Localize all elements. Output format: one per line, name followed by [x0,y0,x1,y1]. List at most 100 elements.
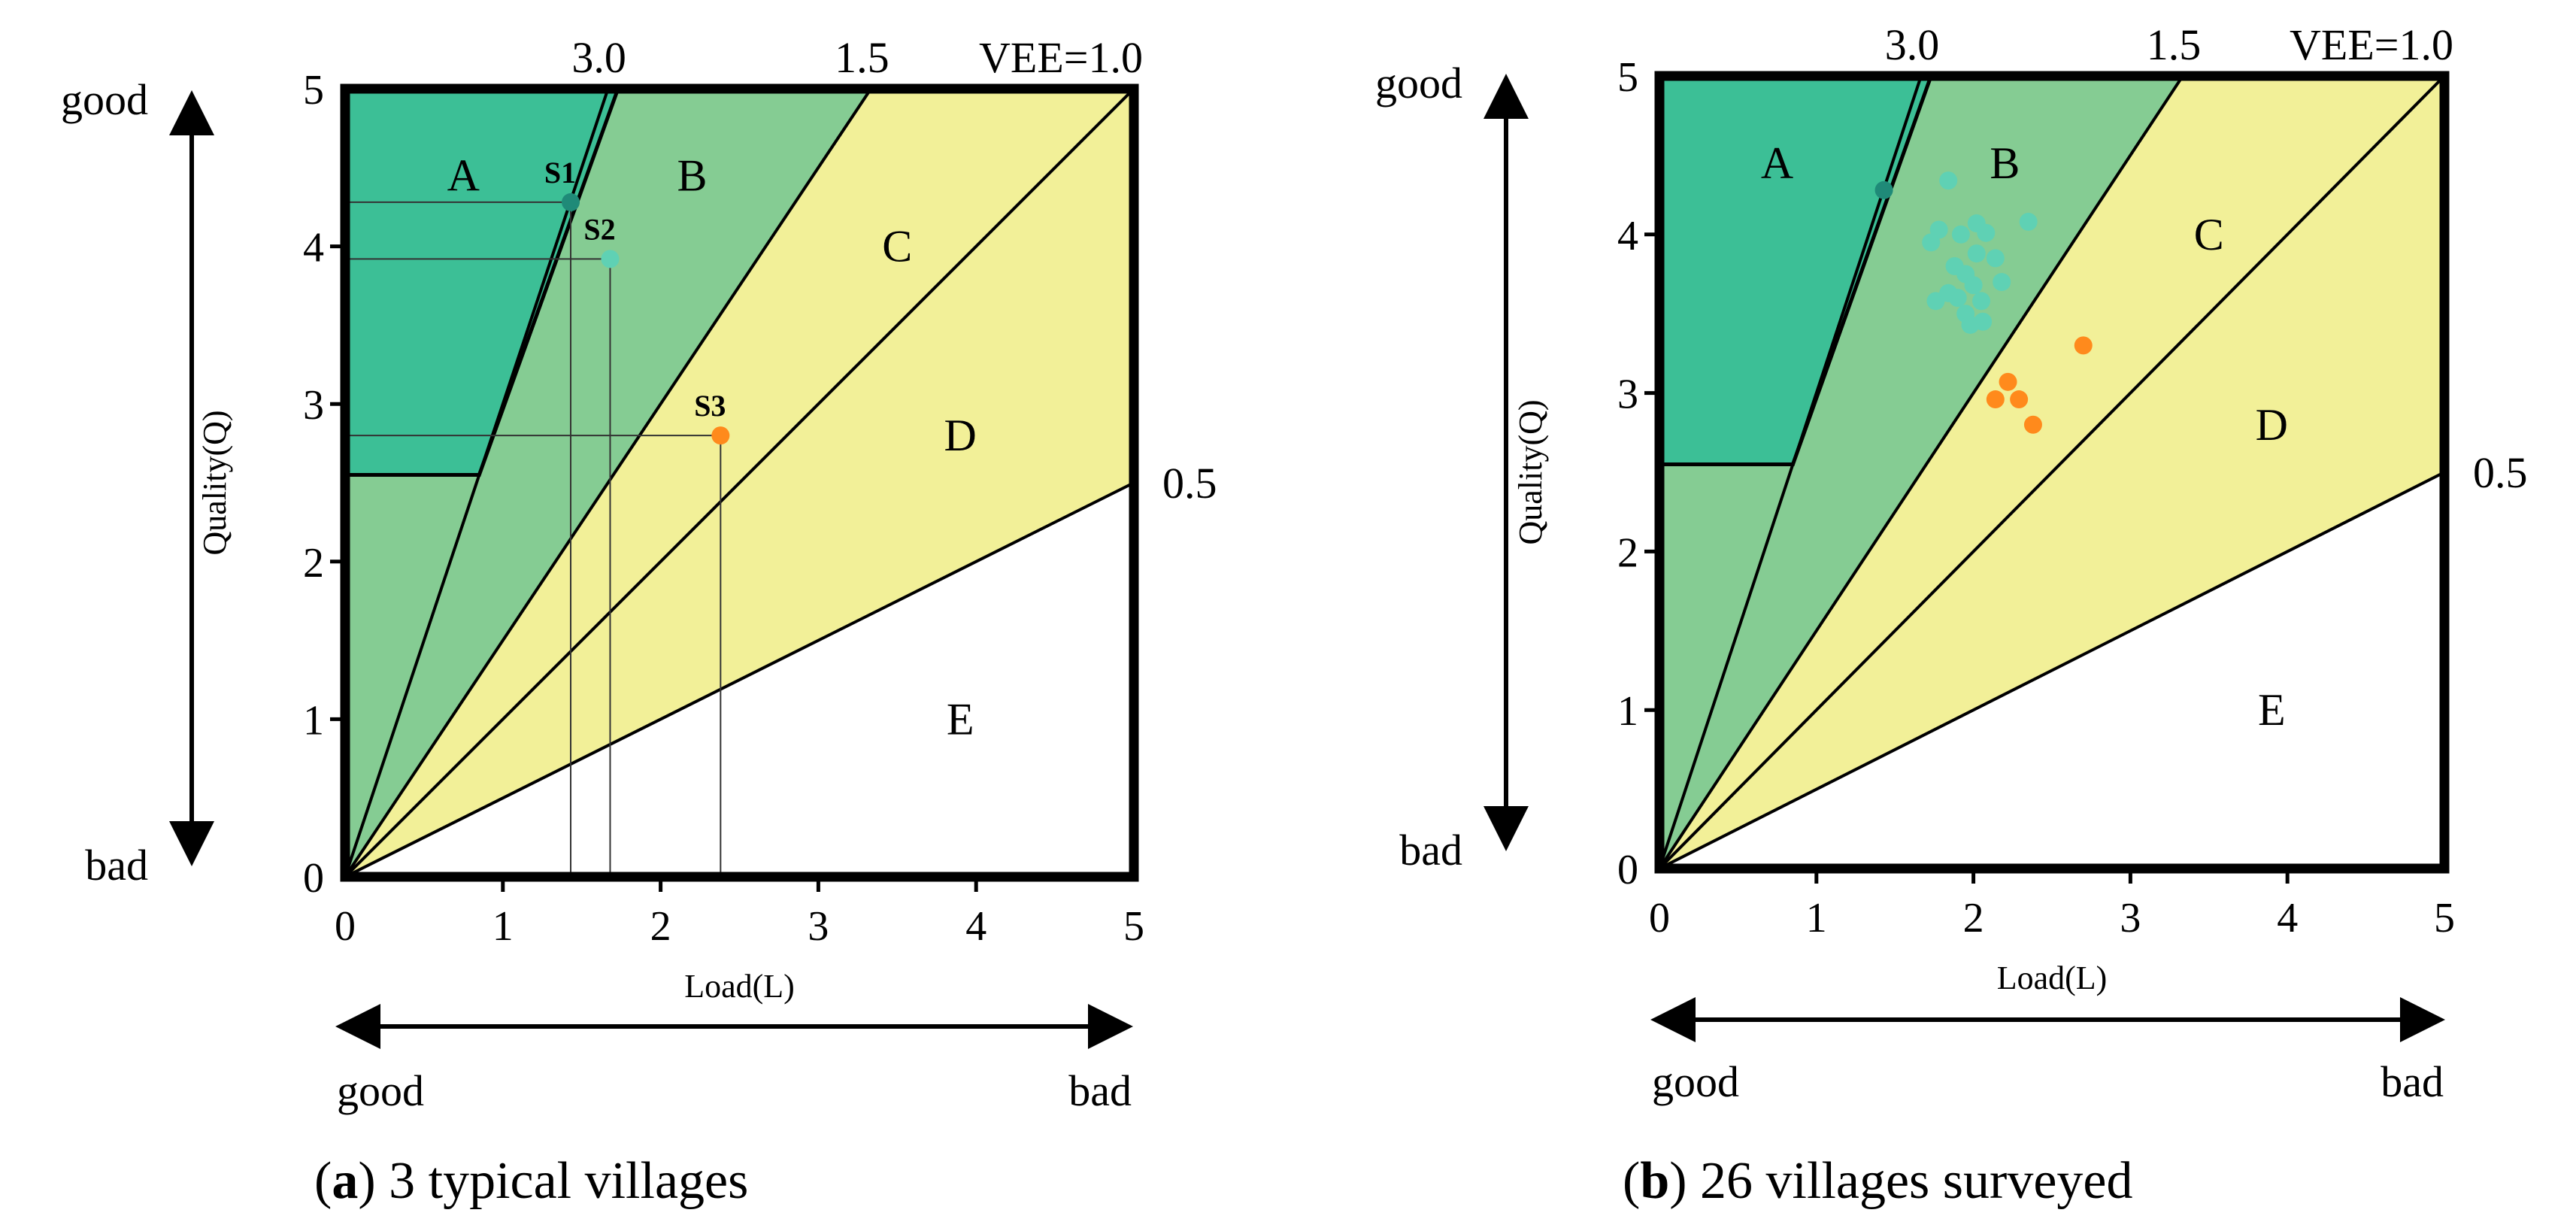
zone-label-c: C [2194,210,2224,259]
y-bad-label: bad [85,841,148,890]
x-tick-label: 3 [808,903,829,950]
zone-label-b: B [677,150,708,200]
y-tick-label: 1 [1617,688,1638,735]
data-point [1939,171,1958,190]
zone-label-d: D [944,411,977,460]
x-tick-label: 5 [1123,903,1144,950]
zone-label-e: E [2258,685,2286,735]
figure-caption: (b) 26 villages surveyed [1623,1152,2132,1210]
vee-line-3 [1659,471,2445,870]
x-bad-label: bad [1068,1066,1132,1115]
panel-b: 0 1 2 3 4 5 0 1 2 3 4 5 3.0 1.5 VEE=1.0 0.5 A B C D E Load(L)… [1375,20,2528,1210]
vee-label-1-0: VEE=1.0 [2290,20,2453,69]
data-point [1977,223,1996,242]
vee-label-1-0: VEE=1.0 [979,33,1143,82]
data-point [2010,390,2029,409]
data-point [601,250,620,268]
data-point [1999,372,2017,391]
x-tick-label: 1 [492,903,514,950]
x-axis-title: Load(L) [684,968,795,1005]
vee-label-3-0: 3.0 [571,33,626,82]
vee-line-2 [1658,74,2446,870]
vee-label-1-5: 1.5 [2147,20,2202,69]
data-point [1929,220,1948,239]
caption-text: ) 3 typical villages [358,1152,748,1210]
x-good-label: good [1652,1057,1739,1106]
zone-label-d: D [2256,400,2288,450]
y-tick-label: 1 [303,697,324,744]
data-point [711,426,730,445]
y-good-label: good [1375,59,1462,108]
vee-label-0-5: 0.5 [2473,448,2528,497]
x-tick-label: 3 [2120,895,2141,941]
vee-line-1 [1658,74,2184,870]
y-tick-label: 4 [303,225,324,271]
data-point [1951,225,1970,244]
y-tick-label: 5 [303,67,324,114]
x-tick-label: 4 [965,903,986,950]
vee-line-3 [344,481,1135,878]
y-tick-label: 3 [1617,371,1638,418]
x-tick-label: 5 [2434,895,2455,941]
caption-letter: a [332,1152,358,1210]
y-tick-label: 3 [303,382,324,429]
y-tick-label: 5 [1617,54,1638,101]
data-point [1967,244,1986,263]
x-bad-label: bad [2381,1057,2444,1106]
vee-label-3-0: 3.0 [1885,20,1940,69]
data-point [1964,276,1983,295]
y-tick-label: 2 [303,540,324,587]
vee-line-1 [344,87,872,878]
y-tick-label: 4 [1617,213,1638,259]
vee-line-0 [344,88,610,878]
data-point [1986,249,2005,268]
zone-label-e: E [947,694,974,744]
x-good-label: good [337,1066,424,1115]
zone-a [345,89,618,475]
data-point [2023,415,2042,434]
x-tick-label: 4 [2277,895,2298,941]
vee-label-1-5: 1.5 [835,33,889,82]
zone-label-a: A [447,150,480,200]
vee-label-0-5: 0.5 [1162,459,1217,508]
y-axis-title: Quality(Q) [1512,399,1549,544]
vee-line-2 [344,87,1135,878]
caption-open-paren: ( [1623,1152,1640,1210]
figure-caption: (a) 3 typical villages [314,1152,748,1210]
zone-a [1659,76,1932,465]
y-good-label: good [61,75,148,124]
data-point [1939,283,1958,302]
x-tick-label: 2 [650,903,671,950]
data-point [1974,312,1993,331]
y-bad-label: bad [1399,826,1462,875]
x-tick-label: 0 [335,903,356,950]
data-point [562,193,580,211]
x-tick-label: 1 [1806,895,1827,941]
data-point [2074,336,2093,355]
plot-frame [340,83,1139,882]
vee-line-0 [1658,75,1923,869]
data-point [1993,273,2011,292]
y-axis-title: Quality(Q) [196,410,233,555]
y-tick-label: 0 [1617,847,1638,893]
point-label: S2 [583,212,615,246]
point-label: S3 [694,389,726,423]
x-tick-label: 2 [1963,895,1984,941]
data-point [1874,180,1893,199]
caption-text: ) 26 villages surveyed [1669,1152,2132,1210]
zone-label-a: A [1761,138,1793,188]
y-tick-label: 2 [1617,529,1638,576]
zone-label-b: B [1990,138,2020,188]
x-axis-title: Load(L) [1997,960,2108,996]
caption-letter: b [1640,1152,1669,1210]
x-tick-label: 0 [1649,895,1670,941]
point-label: S1 [544,156,576,190]
caption-open-paren: ( [314,1152,332,1210]
plot-frame [1654,71,2450,874]
data-point [1986,390,2005,409]
data-point [1972,292,1991,311]
data-point [2019,212,2038,231]
y-tick-label: 0 [303,855,324,902]
zone-label-c: C [882,222,912,271]
